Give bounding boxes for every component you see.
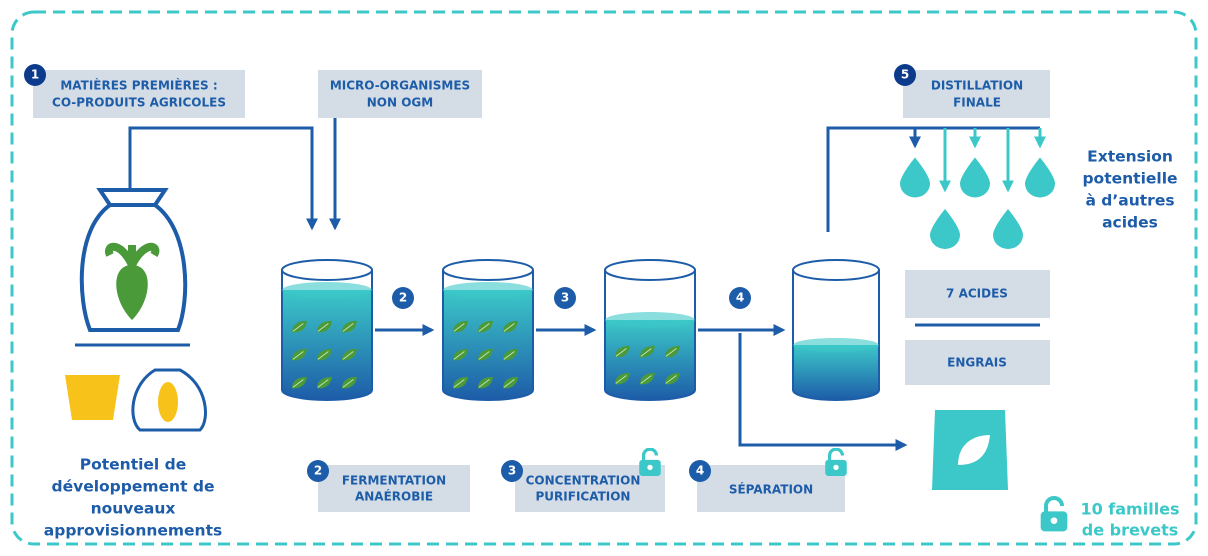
- diagram: 1 MATIÈRES PREMIÈRES : CO-PRODUITS AGRIC…: [0, 0, 1208, 556]
- badge-number: 2: [314, 464, 322, 478]
- label: ENGRAIS: [947, 356, 1007, 370]
- label: CONCENTRATION: [526, 474, 641, 488]
- note: potentielle: [1082, 170, 1177, 188]
- badge-number: 5: [901, 68, 909, 82]
- recycle-bin-icon: [65, 375, 120, 420]
- label: DISTILLATION: [931, 79, 1023, 93]
- badge-number: 4: [696, 464, 704, 478]
- beet-bag-icon: [82, 190, 185, 330]
- note: 10 familles: [1080, 500, 1179, 519]
- note: de brevets: [1082, 521, 1179, 540]
- tank: [605, 260, 695, 400]
- badge-number: 4: [736, 291, 744, 305]
- lock-icon: [825, 449, 847, 476]
- note: développement de: [52, 478, 215, 496]
- label: ANAÉROBIE: [355, 489, 433, 504]
- badge-number: 2: [399, 291, 407, 305]
- badge-number: 1: [31, 68, 39, 82]
- label: MICRO-ORGANISMES: [330, 79, 470, 93]
- label-box: [903, 70, 1050, 118]
- note: à d’autres: [1085, 192, 1174, 210]
- label-box: [318, 70, 482, 118]
- label: FINALE: [953, 96, 1001, 110]
- tank: [443, 260, 533, 400]
- fertilizer-bag-icon: [932, 410, 1008, 490]
- arrow: [130, 128, 312, 228]
- corn: [158, 382, 178, 422]
- badge-number: 3: [561, 291, 569, 305]
- note: acides: [1102, 214, 1158, 232]
- label: NON OGM: [367, 96, 433, 110]
- label-box: [318, 465, 470, 512]
- label: PURIFICATION: [536, 490, 631, 504]
- drop: [900, 158, 930, 198]
- tank: [793, 260, 879, 400]
- lock-icon: [1041, 498, 1068, 531]
- label: SÉPARATION: [729, 482, 813, 497]
- label: 7 ACIDES: [946, 287, 1008, 301]
- note: nouveaux: [91, 500, 176, 518]
- drop: [930, 209, 960, 249]
- badge-number: 3: [508, 464, 516, 478]
- drop: [1025, 158, 1055, 198]
- note: Potentiel de: [80, 456, 187, 474]
- note: Extension: [1087, 148, 1173, 166]
- lock-icon: [639, 449, 661, 476]
- label: FERMENTATION: [342, 474, 446, 488]
- tank: [282, 260, 372, 400]
- drop: [960, 158, 990, 198]
- label: CO-PRODUITS AGRICOLES: [52, 96, 226, 110]
- drop: [993, 209, 1023, 249]
- note: approvisionnements: [44, 522, 222, 540]
- label-box: [33, 70, 245, 118]
- label: MATIÈRES PREMIÈRES :: [60, 78, 217, 93]
